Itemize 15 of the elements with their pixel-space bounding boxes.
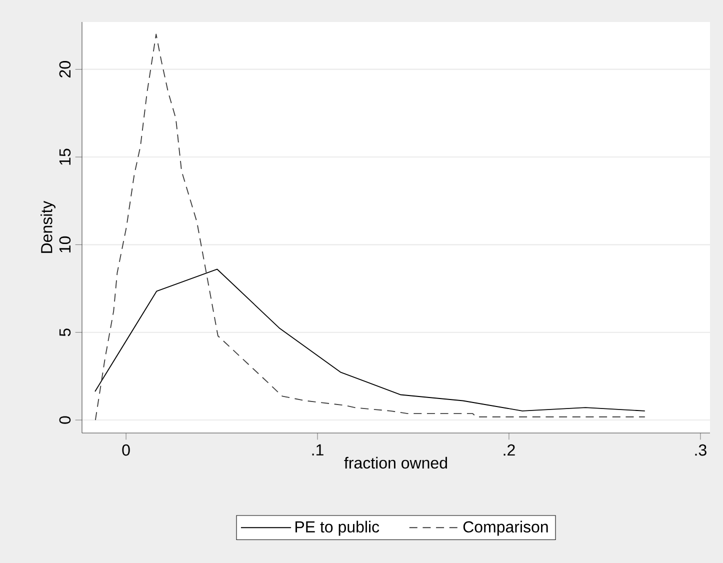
- x-tick-label: .1: [312, 444, 324, 456]
- legend-label: Comparison: [463, 520, 548, 536]
- y-axis-title: Density: [40, 200, 56, 253]
- x-axis-title: fraction owned: [344, 456, 447, 469]
- x-tick-label: .2: [504, 444, 515, 456]
- line-series: [94, 34, 646, 420]
- x-tick-label: .3: [695, 444, 706, 456]
- y-tick-label: 5: [59, 328, 71, 336]
- x-tick-label: 0: [122, 444, 130, 456]
- line-series: [94, 268, 646, 412]
- y-tick-label: 0: [59, 416, 71, 424]
- y-tick-label: 10: [59, 236, 71, 252]
- y-tick-label: 15: [59, 148, 71, 165]
- y-tick-label: 20: [59, 61, 71, 78]
- legend-label: PE to public: [296, 520, 380, 536]
